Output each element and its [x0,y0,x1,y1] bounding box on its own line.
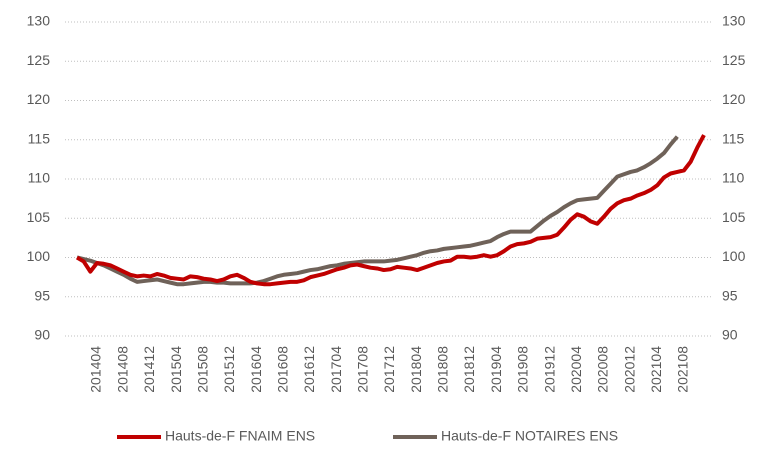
x-tick-label: 201412 [141,346,157,393]
x-tick-label: 201704 [328,346,344,393]
x-tick-label: 201512 [221,346,237,393]
x-tick-label: 202012 [621,346,637,393]
y2-tick-label: 115 [722,130,745,146]
x-tick-label: 202104 [648,346,664,393]
y-tick-label: 90 [34,327,50,343]
x-tick-label: 201808 [435,346,451,393]
y-tick-label: 120 [27,91,51,107]
y-tick-label: 105 [27,209,51,225]
y2-tick-label: 120 [722,91,746,107]
y-tick-label: 115 [28,130,51,146]
legend-label: Hauts-de-F FNAIM ENS [165,428,315,444]
y-tick-label: 95 [34,287,50,303]
y-tick-label: 100 [27,248,51,264]
x-tick-label: 202108 [675,346,691,393]
x-tick-label: 201604 [248,346,264,393]
x-tick-label: 201812 [461,346,477,393]
y-tick-label: 125 [27,52,51,68]
x-tick-label: 201608 [274,346,290,393]
x-tick-label: 201508 [194,346,210,393]
y2-tick-label: 130 [722,13,746,29]
x-tick-label: 201908 [515,346,531,393]
y2-tick-label: 110 [722,170,745,186]
y2-tick-label: 105 [722,209,746,225]
series-line [76,135,679,287]
x-tick-label: 201708 [355,346,371,393]
x-tick-label: 202008 [595,346,611,393]
y2-tick-label: 100 [722,248,746,264]
y-tick-label: 130 [27,13,51,29]
x-tick-label: 201404 [88,346,104,393]
x-tick-label: 201904 [488,346,504,393]
x-tick-label: 201712 [381,346,397,393]
legend-label: Hauts-de-F NOTAIRES ENS [441,428,618,444]
x-tick-label: 201912 [541,346,557,393]
series-line [75,134,706,287]
y2-tick-label: 125 [722,52,746,68]
x-tick-label: 201804 [408,346,424,393]
y-tick-label: 110 [28,170,51,186]
x-tick-label: 201408 [114,346,130,393]
x-tick-label: 201504 [168,346,184,393]
y2-tick-label: 95 [722,287,738,303]
x-tick-label: 202004 [568,346,584,393]
x-tick-label: 201612 [301,346,317,393]
y2-tick-label: 90 [722,327,738,343]
